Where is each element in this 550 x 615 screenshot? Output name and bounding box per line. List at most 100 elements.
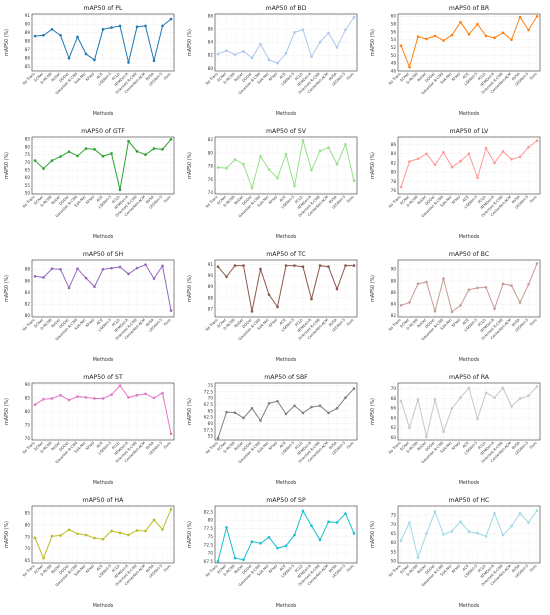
x-tick-label: Ours: [529, 195, 538, 204]
data-point: [510, 405, 513, 408]
data-point: [161, 148, 164, 151]
data-point: [442, 150, 445, 154]
x-tick-label: DDDet: [241, 563, 253, 575]
data-point: [399, 44, 403, 47]
data-point: [276, 399, 279, 403]
data-point: [169, 17, 173, 21]
chart-panel: 70 75 80 85 90 No Trans ECNet D-RCNN ReDet DDDet G…: [0, 369, 183, 492]
y-tick-label: 80: [25, 409, 31, 414]
data-point: [535, 509, 539, 512]
y-tick-label: 52: [391, 45, 397, 50]
y-tick-label: 87: [208, 307, 214, 312]
data-point: [425, 152, 428, 155]
x-tick-label: PCLD: [294, 195, 304, 205]
data-point: [518, 301, 522, 304]
data-point: [318, 404, 322, 408]
data-point: [250, 56, 254, 60]
y-axis-label: mAP50 (%): [370, 521, 376, 548]
plot-frame: [397, 259, 541, 318]
data-point: [442, 277, 445, 280]
data-point: [535, 385, 539, 388]
data-point: [408, 160, 411, 163]
data-point: [535, 15, 539, 18]
chart-title: mAP50 of BR: [449, 5, 490, 12]
data-point: [84, 52, 88, 56]
x-tick-label: PCLD: [294, 72, 304, 82]
y-tick-label: 88: [208, 295, 214, 300]
data-point: [250, 407, 254, 410]
y-tick-label: 70: [208, 396, 214, 401]
y-axis-label: mAP50 (%): [187, 521, 193, 548]
x-tick-label: ReDet: [234, 194, 245, 205]
data-point: [344, 396, 347, 399]
x-tick-label: Ours: [163, 318, 172, 327]
x-tick-label: ECNet: [34, 194, 45, 205]
data-point: [535, 139, 539, 143]
data-point: [225, 526, 228, 529]
plot-frame: [397, 136, 541, 195]
data-point: [425, 435, 428, 438]
data-point: [118, 384, 122, 388]
data-point: [284, 152, 288, 156]
data-point: [442, 39, 445, 42]
x-tick-label: DDDet: [58, 440, 70, 452]
x-axis-label: Methods: [459, 603, 480, 609]
chart-title: mAP50 of SV: [266, 128, 307, 135]
y-tick-label: 65: [25, 168, 31, 173]
y-tick-label: 82: [25, 302, 31, 307]
y-tick-label: 62.5: [204, 415, 214, 420]
y-tick-label: 85: [25, 137, 31, 142]
x-tick-label: DDDet: [241, 194, 253, 206]
x-tick-label: RVSA: [145, 318, 155, 328]
y-tick-label: 82.5: [204, 509, 214, 514]
x-tick-label: Ours: [346, 318, 355, 327]
data-point: [216, 52, 220, 56]
x-tick-label: ACE: [462, 317, 470, 325]
data-point: [501, 150, 505, 153]
y-tick-label: 46: [391, 68, 397, 73]
chart-panel: 55 57.5 60 62.5 65 67.5 70 72.5 75 No Trans ECNet D…: [183, 369, 366, 492]
data-point: [127, 139, 130, 143]
x-tick-label: PCLD: [294, 318, 304, 328]
y-tick-label: 75: [25, 422, 31, 427]
data-point: [425, 37, 428, 41]
x-tick-label: ECNet: [217, 194, 228, 205]
data-point: [293, 31, 296, 34]
x-tick-label: ACE: [279, 440, 287, 448]
x-tick-label: PCLD: [111, 195, 121, 205]
y-tick-label: 65: [208, 408, 214, 413]
data-point: [467, 386, 471, 390]
data-point: [352, 532, 356, 535]
data-point: [484, 535, 488, 538]
x-tick-label: DDDet: [424, 563, 436, 575]
data-point: [335, 407, 339, 410]
data-point: [152, 518, 156, 522]
x-tick-label: ECNet: [34, 563, 45, 574]
data-point: [327, 265, 330, 269]
x-tick-label: PCLD: [477, 564, 487, 574]
y-axis-label: mAP50 (%): [187, 152, 193, 179]
data-point: [267, 293, 271, 296]
data-point: [327, 520, 330, 524]
data-point: [501, 31, 505, 35]
x-tick-label: DDDet: [58, 317, 70, 329]
chart-title: mAP50 of PL: [84, 5, 123, 12]
chart-panel: 74 76 78 80 82 No Trans ECNet D-RCNN ReDet DDDet G…: [183, 123, 366, 246]
data-point: [59, 33, 62, 37]
data-point: [352, 264, 356, 267]
data-point: [301, 509, 305, 513]
data-point: [450, 33, 454, 37]
x-tick-label: PCLD: [111, 441, 121, 451]
data-point: [242, 50, 245, 53]
x-tick-label: ReDet: [51, 317, 62, 328]
y-tick-label: 50: [391, 53, 397, 58]
data-point: [225, 275, 228, 279]
data-point: [216, 265, 220, 269]
y-tick-label: 68: [391, 396, 397, 401]
data-point: [335, 162, 339, 166]
